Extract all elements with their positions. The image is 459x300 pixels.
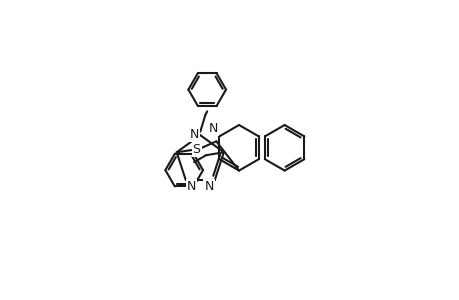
Text: N: N xyxy=(190,128,199,141)
Text: N: N xyxy=(186,180,196,193)
Text: N: N xyxy=(204,180,213,193)
Text: N: N xyxy=(208,122,218,135)
Text: S: S xyxy=(192,143,200,156)
